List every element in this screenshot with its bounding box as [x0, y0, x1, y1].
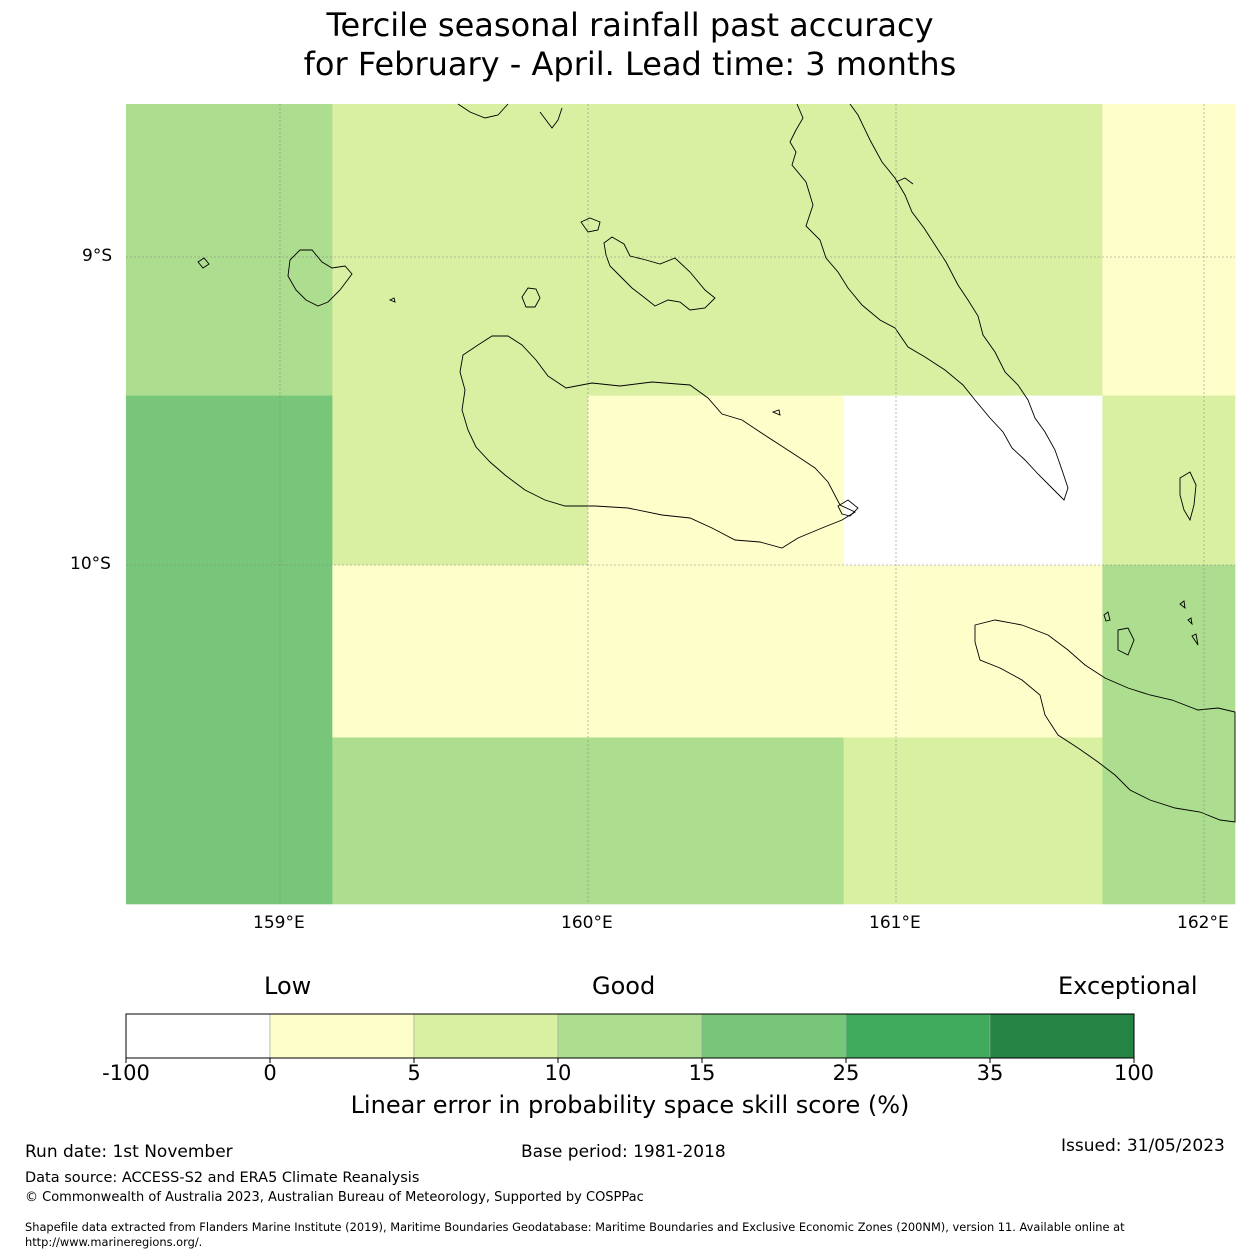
grid-cell	[1102, 565, 1236, 738]
island-outline	[388, 297, 396, 303]
grid-cell	[588, 104, 845, 397]
grid-cell	[126, 565, 333, 738]
grid-cell	[588, 737, 845, 905]
colorbar-tick-label: 15	[688, 1061, 716, 1085]
colorbar-bin	[845, 1013, 991, 1059]
grid-cell	[332, 737, 589, 905]
legend-low-label: Low	[264, 972, 312, 1000]
island-outline	[287, 249, 353, 307]
skill-grid	[126, 104, 1236, 905]
island-outline	[197, 257, 210, 269]
lat-label-9s: 9°S	[82, 246, 113, 266]
base-period: Base period: 1981-2018	[521, 1142, 726, 1162]
island-outline	[974, 619, 1236, 823]
coastline-icon	[197, 103, 1236, 823]
colorbar-tick-label: 5	[407, 1061, 421, 1085]
island-outline	[1179, 600, 1186, 610]
colorbar-bin	[269, 1013, 415, 1059]
island-outline	[1191, 633, 1199, 646]
colorbar-frame	[125, 1013, 1135, 1059]
title-line-1: Tercile seasonal rainfall past accuracy	[326, 6, 934, 44]
colorbar-bin	[413, 1013, 559, 1059]
island-outline	[1117, 627, 1135, 656]
grid-cell	[332, 104, 589, 397]
island-outline	[580, 217, 601, 233]
lon-label-159e: 159°E	[253, 913, 305, 933]
colorbar	[125, 1013, 1135, 1063]
lat-label-10s: 10°S	[70, 554, 111, 574]
grid-cell	[1102, 104, 1236, 397]
island-outline	[1179, 471, 1197, 522]
grid-cell	[332, 395, 589, 566]
grid-cell	[1102, 395, 1236, 566]
grid-cell	[126, 104, 333, 397]
grid-cell	[843, 104, 1103, 397]
shapefile-credit-line-1: Shapefile data extracted from Flanders M…	[25, 1220, 1125, 1234]
lon-label-162e: 162°E	[1177, 913, 1229, 933]
colorbar-tick-label: 100	[1113, 1061, 1155, 1085]
island-outline	[539, 107, 563, 129]
run-date: Run date: 1st November	[25, 1142, 233, 1162]
colorbar-tick-label: -100	[102, 1061, 150, 1085]
grid-cell	[843, 395, 1103, 566]
graticule	[126, 104, 1235, 904]
colorbar-bin	[557, 1013, 703, 1059]
legend-exceptional-label: Exceptional	[1058, 972, 1198, 1000]
grid-cell	[126, 395, 333, 566]
legend-good-label: Good	[592, 972, 656, 1000]
lon-label-161e: 161°E	[869, 913, 921, 933]
island-outline	[521, 287, 541, 308]
colorbar-bin	[989, 1013, 1135, 1059]
colorbar-tick-label: 25	[832, 1061, 860, 1085]
grid-cell	[332, 565, 589, 738]
shapefile-credit-line-2: http://www.marineregions.org/.	[25, 1235, 203, 1249]
grid-cell	[1102, 737, 1236, 905]
island-outline	[1103, 611, 1111, 622]
colorbar-tick-label: 35	[976, 1061, 1004, 1085]
data-source: Data source: ACCESS-S2 and ERA5 Climate …	[25, 1170, 420, 1186]
issued-date: Issued: 31/05/2023	[1061, 1136, 1225, 1156]
lon-label-160e: 160°E	[561, 913, 613, 933]
island-outline	[771, 409, 781, 416]
colorbar-bin	[125, 1013, 271, 1059]
copyright: © Commonwealth of Australia 2023, Austra…	[25, 1190, 644, 1205]
colorbar-tick-label: 10	[544, 1061, 572, 1085]
island-outline	[837, 499, 859, 517]
grid-cell	[588, 395, 845, 566]
island-outline	[457, 103, 509, 119]
grid-cell	[588, 565, 845, 738]
island-outline	[895, 177, 914, 185]
island-outline	[1187, 617, 1193, 626]
grid-cell	[843, 737, 1103, 905]
grid-cell	[843, 565, 1103, 738]
colorbar-tick-label: 0	[263, 1061, 277, 1085]
title-line-2: for February - April. Lead time: 3 month…	[303, 45, 957, 83]
island-outline	[789, 103, 1069, 501]
colorbar-caption: Linear error in probability space skill …	[350, 1091, 910, 1119]
grid-cell	[126, 737, 333, 905]
colorbar-bin	[701, 1013, 847, 1059]
